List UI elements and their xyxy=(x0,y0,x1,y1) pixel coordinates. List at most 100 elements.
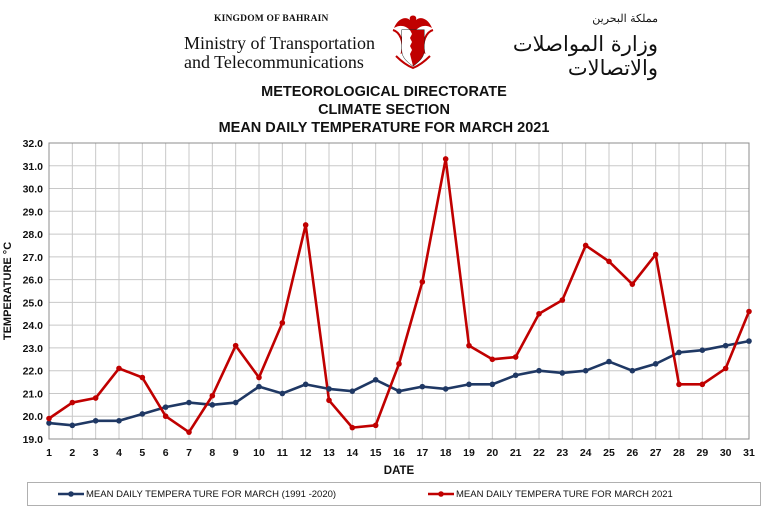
data-point-series-1 xyxy=(419,279,426,285)
data-point-series-0 xyxy=(536,367,542,374)
x-tick-label: 13 xyxy=(323,447,335,459)
legend-item-2021: MEAN DAILY TEMPERA TURE FOR MARCH 2021 xyxy=(428,487,673,501)
kingdom-label: KINGDOM OF BAHRAIN xyxy=(214,14,329,24)
y-tick-label: 31.0 xyxy=(23,161,44,173)
data-point-series-0 xyxy=(92,417,99,424)
y-tick-label: 20.0 xyxy=(23,411,44,423)
x-tick-label: 22 xyxy=(533,447,545,459)
data-point-series-1 xyxy=(349,424,356,431)
data-point-series-0 xyxy=(116,417,122,424)
y-axis-label: TEMPERATURE °C xyxy=(2,242,14,340)
title-line-3: MEAN DAILY TEMPERATURE FOR MARCH 2021 xyxy=(218,120,550,136)
data-point-series-0 xyxy=(629,367,636,374)
x-tick-label: 5 xyxy=(139,447,145,459)
x-tick-label: 3 xyxy=(93,447,99,459)
y-tick-label: 28.0 xyxy=(23,229,44,241)
x-tick-label: 2 xyxy=(69,447,75,459)
arabic-kingdom-label: مملكة البحرين xyxy=(592,12,658,25)
data-point-series-0 xyxy=(652,361,659,367)
data-point-series-1 xyxy=(536,310,542,317)
data-point-series-0 xyxy=(162,404,169,410)
data-point-series-1 xyxy=(442,156,449,162)
data-point-series-1 xyxy=(139,374,146,381)
ministry-line-1: Ministry of Transportation xyxy=(184,33,376,53)
data-point-series-0 xyxy=(69,422,76,429)
data-point-series-0 xyxy=(349,388,356,394)
data-point-series-1 xyxy=(489,356,496,363)
data-point-series-1 xyxy=(302,222,309,228)
legend-marker-2021 xyxy=(428,491,454,497)
x-tick-label: 9 xyxy=(233,447,239,459)
x-tick-label: 16 xyxy=(393,447,405,459)
chart-legend: MEAN DAILY TEMPERA TURE FOR MARCH (1991 … xyxy=(27,482,761,506)
data-point-series-1 xyxy=(116,365,122,372)
chart-titles: METEOROLOGICAL DIRECTORATE CLIMATE SECTI… xyxy=(0,83,768,137)
data-point-series-0 xyxy=(489,381,496,388)
x-tick-label: 24 xyxy=(580,447,592,459)
y-tick-label: 29.0 xyxy=(23,206,44,218)
data-point-series-0 xyxy=(396,388,402,394)
data-point-series-1 xyxy=(512,354,519,360)
x-tick-label: 15 xyxy=(370,447,382,459)
data-point-series-1 xyxy=(162,413,169,420)
data-point-series-0 xyxy=(46,420,52,426)
plot-area-frame xyxy=(48,142,750,440)
y-tick-labels: 19.0 20.0 21.0 22.0 23.0 24.0 25.0 26.0 27.0 28.0… xyxy=(23,138,44,446)
x-tick-label: 20 xyxy=(486,447,498,459)
data-point-series-0 xyxy=(559,370,566,376)
x-tick-label: 28 xyxy=(673,447,685,459)
x-tick-label: 19 xyxy=(463,447,475,459)
x-tick-label: 17 xyxy=(416,447,428,459)
data-point-series-1 xyxy=(326,397,332,404)
x-axis-label: DATE xyxy=(384,465,415,477)
x-tick-label: 29 xyxy=(696,447,708,459)
x-tick-label: 4 xyxy=(116,447,122,459)
y-tick-label: 24.0 xyxy=(23,320,44,332)
title-line-1: METEOROLOGICAL DIRECTORATE xyxy=(261,84,507,100)
x-tick-label: 12 xyxy=(300,447,312,459)
data-point-series-0 xyxy=(699,347,706,354)
x-tick-label: 31 xyxy=(743,447,755,459)
data-point-series-0 xyxy=(326,386,332,392)
data-point-series-1 xyxy=(722,365,729,372)
data-point-series-1 xyxy=(92,395,99,401)
data-point-series-0 xyxy=(302,381,309,388)
data-point-series-0 xyxy=(466,381,472,388)
data-point-series-1 xyxy=(676,381,682,388)
x-tick-labels: 1 2 3 4 5 6 7 8 9 10 11 12 13 14 15 16 17 18 19 20 21 22 23 24 2… xyxy=(46,447,755,459)
data-point-series-0 xyxy=(722,342,729,349)
data-point-series-0 xyxy=(209,402,216,408)
y-tick-label: 27.0 xyxy=(23,252,44,264)
arabic-ministry-label: وزارة المواصلات والاتصالات xyxy=(512,32,658,80)
data-point-series-1 xyxy=(232,342,239,349)
data-point-series-1 xyxy=(256,374,262,381)
legend-item-normal: MEAN DAILY TEMPERA TURE FOR MARCH (1991 … xyxy=(58,487,336,501)
data-point-series-0 xyxy=(746,338,752,344)
x-tick-label: 7 xyxy=(186,447,192,459)
data-point-series-1 xyxy=(209,392,216,399)
data-point-series-0 xyxy=(256,383,262,390)
x-tick-label: 30 xyxy=(720,447,732,459)
data-point-series-1 xyxy=(46,415,52,422)
y-tick-label: 32.0 xyxy=(23,138,44,150)
data-point-series-1 xyxy=(629,281,636,287)
data-point-series-0 xyxy=(582,367,589,374)
x-tick-label: 10 xyxy=(253,447,265,459)
x-tick-label: 18 xyxy=(440,447,452,459)
temperature-chart: 19.0 20.0 21.0 22.0 23.0 24.0 25.0 26.0 27.0 28.0… xyxy=(2,138,755,477)
data-point-series-0 xyxy=(186,399,192,406)
data-point-series-1 xyxy=(372,422,379,429)
data-point-series-0 xyxy=(139,411,146,417)
x-tick-label: 25 xyxy=(603,447,615,459)
legend-marker-normal xyxy=(58,491,84,497)
y-tick-label: 23.0 xyxy=(23,343,44,355)
legend-label-2021: MEAN DAILY TEMPERA TURE FOR MARCH 2021 xyxy=(456,488,673,500)
y-tick-label: 21.0 xyxy=(23,388,44,400)
data-point-series-0 xyxy=(606,358,612,365)
y-tick-label: 30.0 xyxy=(23,184,44,196)
data-point-series-1 xyxy=(582,242,589,249)
data-point-series-1 xyxy=(699,381,706,388)
data-point-series-0 xyxy=(676,349,682,356)
data-point-series-1 xyxy=(396,361,402,367)
data-point-series-1 xyxy=(746,308,752,315)
